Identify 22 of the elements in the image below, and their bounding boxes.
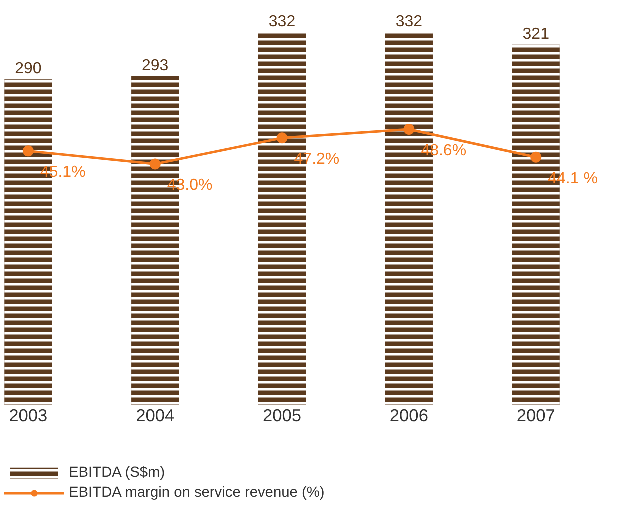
data-label: 332 — [268, 13, 296, 30]
data-label: 321 — [522, 26, 550, 43]
x-tick-label: 2005 — [262, 406, 302, 426]
x-tick-label: 2003 — [9, 406, 48, 426]
point — [150, 158, 161, 170]
data-label: 48.6% — [421, 142, 467, 160]
x-tick-label: 2004 — [136, 406, 175, 426]
data-label: 293 — [142, 57, 169, 74]
point — [22, 146, 34, 157]
data-label: 43.0% — [167, 177, 213, 194]
data-label: 332 — [396, 13, 423, 30]
point — [276, 132, 288, 144]
x-tick-label: 2006 — [390, 406, 428, 426]
data-label: 45.1% — [40, 164, 86, 182]
data-label: 290 — [15, 60, 42, 78]
data-label: 47.2% — [294, 151, 340, 168]
x-tick-label: 2007 — [516, 406, 556, 426]
legend-label: EBITDA (S$m) — [69, 465, 166, 481]
legend-label: EBITDA margin on service revenue (%) — [69, 485, 325, 501]
data-label: 44.1 % — [548, 170, 598, 188]
point — [530, 152, 542, 163]
point — [404, 124, 415, 135]
